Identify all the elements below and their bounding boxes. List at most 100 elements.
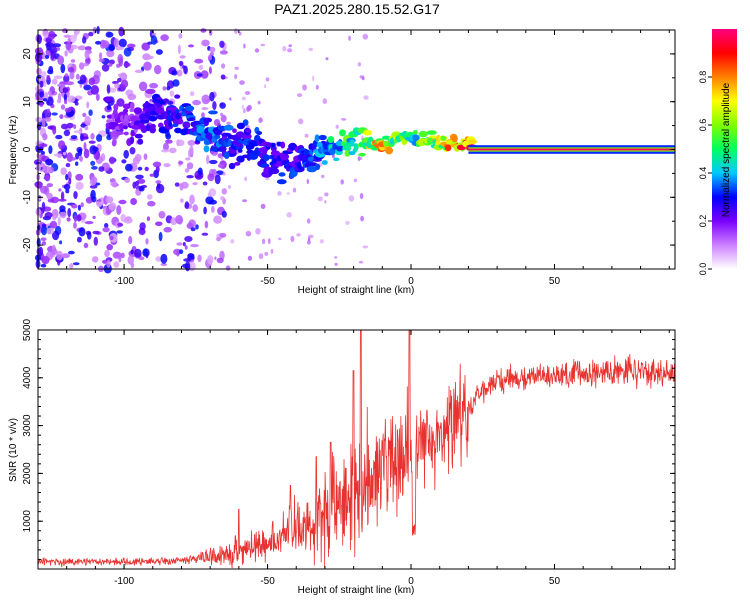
spectrogram-cell [237,148,243,153]
spectrogram-cell [88,77,96,86]
spectrogram-y-tick-label: -10 [22,190,33,205]
spectrogram-cell [155,49,163,55]
spectrogram-cell [360,215,364,222]
spectrogram-cell [58,188,62,192]
spectrogram-cell [214,256,217,260]
spectrogram-cell [86,231,92,240]
spectrogram-cell [221,210,227,218]
spectrogram-cell [147,194,153,200]
spectrogram-cell [150,123,156,129]
spectrogram-cell [44,54,50,59]
spectrogram-cell [282,45,287,52]
spectrogram-cell [194,58,204,64]
spectrogram-cell [288,44,292,48]
snr-panel: -100 -50 0 50 1000 2000 3000 4000 5000 Height o… [8,318,676,596]
spectrogram-cell [68,177,72,185]
spectrogram-cell [42,29,49,38]
spectrogram-cell [155,221,163,227]
spectrogram-cell [165,139,173,144]
spectrogram-cell [123,124,128,130]
spectrogram-cell [324,200,327,204]
spectrogram-cell [222,172,226,176]
spectrogram-cell [56,47,61,51]
spectrogram-cell [145,238,149,245]
spectrogram-cell [118,252,122,263]
spectrogram-cell [184,236,193,242]
spectrogram-cell [56,98,62,104]
spectrogram-cell [426,130,437,135]
spectrogram-cell [40,263,47,268]
spectrogram-cell [334,262,338,266]
spectrogram-cell [92,256,99,263]
spectrogram-cell [59,240,63,245]
spectrogram-cell [280,141,286,149]
spectrogram-cell [152,161,162,168]
spectrogram-cell [160,263,168,266]
spectrogram-x-tick-label: 0 [408,276,414,287]
spectrogram-cell [41,255,50,265]
spectrogram-y-tick-label: 20 [22,48,33,60]
spectrogram-cell [357,156,361,162]
spectrogram-cell [134,133,143,139]
spectrogram-cell [64,107,72,113]
spectrogram-cell [271,142,276,148]
spectrogram-cell [63,183,71,191]
spectrogram-cell [189,145,194,155]
spectrogram-cell [73,29,80,35]
spectrogram-cell [306,240,311,245]
spectrogram-cell [246,106,250,112]
spectrogram-cell [88,140,96,144]
snr-y-tick-label: 5000 [22,318,33,341]
spectrogram-cell [118,199,127,205]
spectrogram-cell [69,263,74,269]
spectrogram-cell [445,144,452,152]
snr-y-tick-label: 1000 [22,510,33,533]
spectrogram-cell [127,43,136,48]
spectrogram-cell [232,128,237,133]
spectrogram-cell [82,112,87,118]
spectrogram-cell [178,249,184,255]
spectrogram-cell [247,255,252,261]
spectrogram-cell [143,61,152,71]
spectrogram-cell [113,38,120,48]
spectrogram-cell [190,227,196,232]
spectrogram-cell [40,237,47,241]
spectrogram-cell [220,112,224,117]
spectrogram-cell [341,118,347,121]
spectrogram-cell [312,75,315,82]
spectrogram-cell [115,131,124,135]
spectrogram-cell [137,122,145,128]
spectrogram-cell [59,205,66,213]
spectrogram-cell [65,189,70,194]
spectrogram-cell [359,141,363,148]
spectrogram-cell [202,181,208,186]
spectrogram-cell [182,242,186,247]
spectrogram-cell [258,253,264,260]
spectrogram-cell [113,103,119,111]
spectrogram-cell [130,102,135,110]
spectrogram-cell [255,228,261,235]
spectrogram-cell [158,211,166,219]
spectrogram-cell [66,122,74,129]
snr-y-ticks: 1000 2000 3000 4000 5000 [22,318,675,570]
spectrogram-cell [145,124,151,132]
spectrogram-cell [188,117,196,122]
spectrogram-cell [138,256,145,261]
spectrogram-cell [102,227,110,233]
spectrogram-cell [161,149,170,153]
spectrogram-cell [143,248,148,256]
spectrogram-cell [166,86,171,91]
colorbar-tick-label: 0.4 [698,167,708,180]
spectrogram-cell [63,93,67,102]
snr-x-ticks: -100 -50 0 50 [37,330,670,587]
spectrogram-cell [278,172,286,177]
spectrogram-cell [159,107,165,114]
spectrogram-cell [201,232,209,236]
spectrogram-cell [147,200,156,207]
spectrogram-cell [192,99,202,106]
spectrogram-cell [234,66,239,70]
spectrogram-cell [46,192,53,200]
spectrogram-cell [162,86,167,91]
spectrogram-cell [178,161,184,165]
spectrogram-cell [35,96,43,101]
